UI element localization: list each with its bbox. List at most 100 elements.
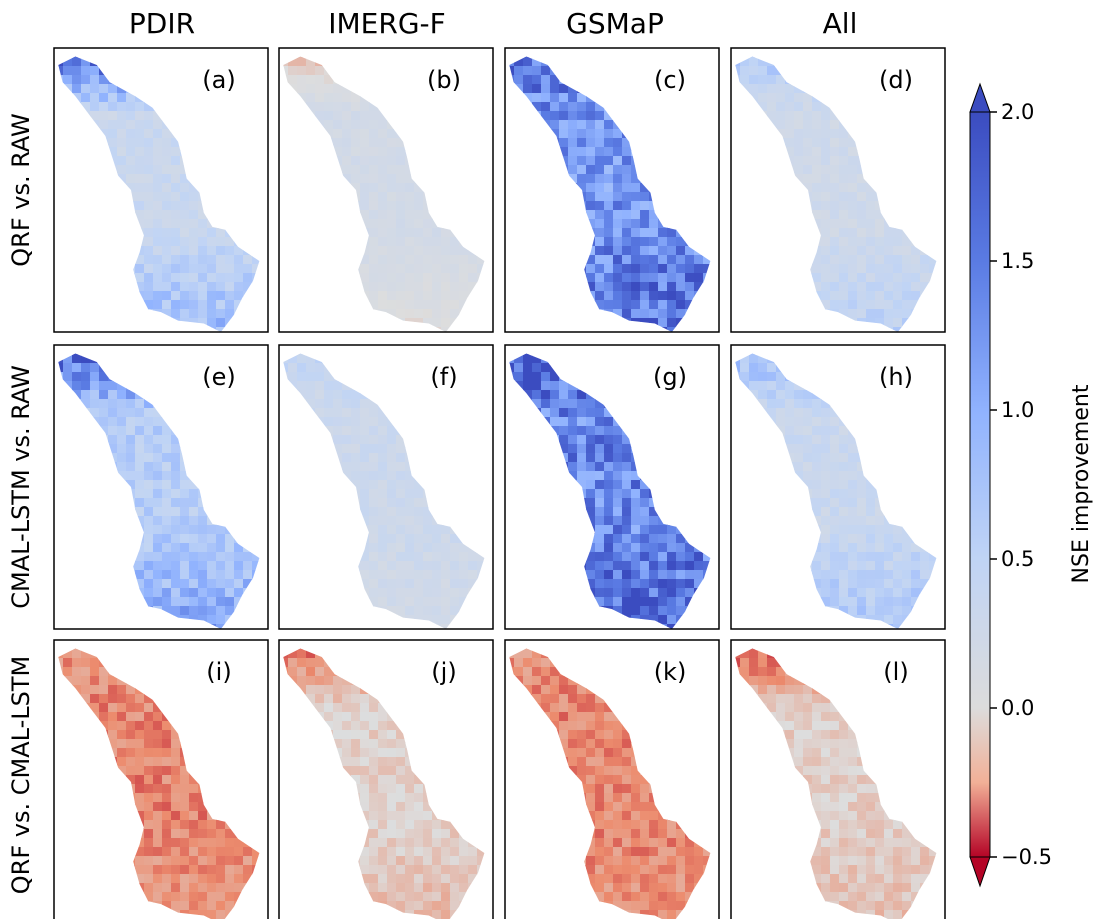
sub-basin-cell <box>144 570 154 580</box>
sub-basin-cell <box>261 561 271 571</box>
sub-basin-cell <box>559 156 569 166</box>
sub-basin-cell <box>180 606 190 616</box>
sub-basin-cell <box>532 120 542 130</box>
sub-basin-cell <box>532 138 542 148</box>
sub-basin-cell <box>342 66 352 76</box>
sub-basin-cell <box>685 183 695 193</box>
sub-basin-cell <box>776 57 786 67</box>
sub-basin-cell <box>261 489 271 499</box>
sub-basin-cell <box>72 426 82 436</box>
sub-basin-cell <box>486 192 496 202</box>
sub-basin-cell <box>99 399 109 409</box>
sub-basin-cell <box>99 75 109 85</box>
sub-basin-cell <box>613 372 623 382</box>
sub-basin-cell <box>351 408 361 418</box>
sub-basin-cell <box>283 273 289 283</box>
sub-basin-cell <box>207 570 217 580</box>
sub-basin-cell <box>514 66 524 76</box>
sub-basin-cell <box>144 174 154 184</box>
sub-basin-cell <box>532 435 542 445</box>
sub-basin-cell <box>315 291 325 301</box>
sub-basin-cell <box>342 264 352 274</box>
sub-basin-cell <box>243 543 253 553</box>
sub-basin-cell <box>568 381 578 391</box>
sub-basin-cell <box>568 435 578 445</box>
sub-basin-cell <box>306 606 316 616</box>
sub-basin-cell <box>207 498 217 508</box>
sub-basin-cell <box>171 480 181 490</box>
sub-basin-cell <box>117 228 127 238</box>
sub-basin-cell <box>441 102 451 112</box>
sub-basin-cell <box>342 129 352 139</box>
sub-basin-cell <box>432 111 442 121</box>
sub-basin-cell <box>315 165 325 175</box>
sub-basin-cell <box>405 129 415 139</box>
sub-basin-cell <box>676 462 686 472</box>
sub-basin-cell <box>315 417 325 427</box>
sub-basin-cell <box>938 282 948 292</box>
sub-basin-cell <box>63 561 73 571</box>
sub-basin-cell <box>749 147 759 157</box>
sub-basin-cell <box>767 84 777 94</box>
sub-basin-cell <box>162 210 172 220</box>
sub-basin-cell <box>459 399 469 409</box>
sub-basin-cell <box>523 354 533 364</box>
sub-basin-cell <box>938 147 948 157</box>
sub-basin-cell <box>351 453 361 463</box>
sub-basin-cell <box>378 363 388 373</box>
sub-basin-cell <box>252 210 260 220</box>
sub-basin-cell <box>509 417 515 427</box>
sub-basin-cell <box>90 471 100 481</box>
sub-basin-cell <box>99 147 109 157</box>
sub-basin-cell <box>81 291 91 301</box>
sub-basin-cell <box>162 606 172 616</box>
sub-basin-cell <box>396 66 406 76</box>
sub-basin-cell <box>243 66 253 76</box>
sub-basin-cell <box>297 516 307 526</box>
sub-basin-cell <box>685 399 695 409</box>
sub-basin-cell <box>468 507 478 517</box>
sub-basin-cell <box>884 174 894 184</box>
sub-basin-cell <box>117 138 127 148</box>
sub-basin-cell <box>90 282 100 292</box>
sub-basin-cell <box>794 84 804 94</box>
sub-basin-cell <box>559 120 569 130</box>
sub-basin-cell <box>108 75 118 85</box>
sub-basin-cell <box>207 237 217 247</box>
sub-basin-cell <box>153 129 163 139</box>
sub-basin-cell <box>450 201 460 211</box>
sub-basin-cell <box>532 354 542 364</box>
sub-basin-cell <box>767 129 777 139</box>
sub-basin-cell <box>283 525 289 535</box>
sub-basin-cell <box>333 399 343 409</box>
sub-basin-cell <box>333 453 343 463</box>
sub-basin-cell <box>315 615 325 625</box>
sub-basin-cell <box>234 390 244 400</box>
sub-basin-cell <box>135 597 145 607</box>
sub-basin-cell <box>523 156 533 166</box>
sub-basin-cell <box>509 120 515 130</box>
sub-basin-cell <box>712 300 722 310</box>
sub-basin-cell <box>135 498 145 508</box>
sub-basin-cell <box>342 525 352 535</box>
sub-basin-cell <box>144 273 154 283</box>
sub-basin-cell <box>477 399 485 409</box>
sub-basin-cell <box>315 93 325 103</box>
sub-basin-cell <box>405 183 415 193</box>
sub-basin-cell <box>450 291 460 301</box>
sub-basin-cell <box>866 219 876 229</box>
sub-basin-cell <box>99 120 109 130</box>
sub-basin-cell <box>99 174 109 184</box>
sub-basin-cell <box>378 543 388 553</box>
sub-basin-cell <box>550 309 560 319</box>
sub-basin-cell <box>252 399 260 409</box>
sub-basin-cell <box>225 606 235 616</box>
sub-basin-cell <box>441 624 451 629</box>
sub-basin-cell <box>550 462 560 472</box>
sub-basin-cell <box>135 552 145 562</box>
sub-basin-cell <box>785 255 795 265</box>
sub-basin-cell <box>514 318 524 328</box>
sub-basin-cell <box>577 309 587 319</box>
sub-basin-cell <box>640 228 650 238</box>
sub-basin-cell <box>252 93 260 103</box>
